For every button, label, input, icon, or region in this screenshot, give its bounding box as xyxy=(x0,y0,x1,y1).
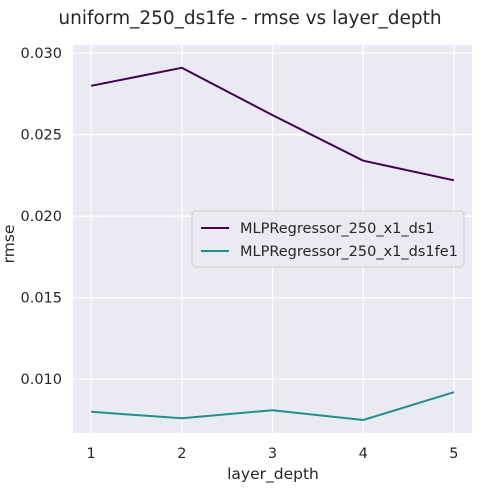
x-tick-label: 3 xyxy=(268,446,277,462)
x-tick-label: 4 xyxy=(359,446,368,462)
x-tick-label: 5 xyxy=(449,446,458,462)
legend-label: MLPRegressor_250_x1_ds1 xyxy=(240,221,435,237)
y-tick-label: 0.020 xyxy=(20,209,62,225)
y-tick-label: 0.030 xyxy=(20,46,62,62)
y-axis-label: rmse xyxy=(0,225,18,264)
x-axis-label: layer_depth xyxy=(227,465,319,484)
x-tick-label: 2 xyxy=(177,446,186,462)
y-tick-label: 0.015 xyxy=(20,291,62,307)
y-tick-label: 0.010 xyxy=(20,372,62,388)
x-tick-label: 1 xyxy=(87,446,96,462)
y-tick-labels: 0.010 0.015 0.020 0.025 0.030 xyxy=(20,46,62,388)
chart-title: uniform_250_ds1fe - rmse vs layer_depth xyxy=(58,8,441,29)
y-tick-label: 0.025 xyxy=(20,128,62,144)
x-tick-labels: 1 2 3 4 5 xyxy=(87,446,459,462)
legend-label: MLPRegressor_250_x1_ds1fe1 xyxy=(240,244,458,260)
legend: MLPRegressor_250_x1_ds1 MLPRegressor_250_… xyxy=(192,211,464,267)
